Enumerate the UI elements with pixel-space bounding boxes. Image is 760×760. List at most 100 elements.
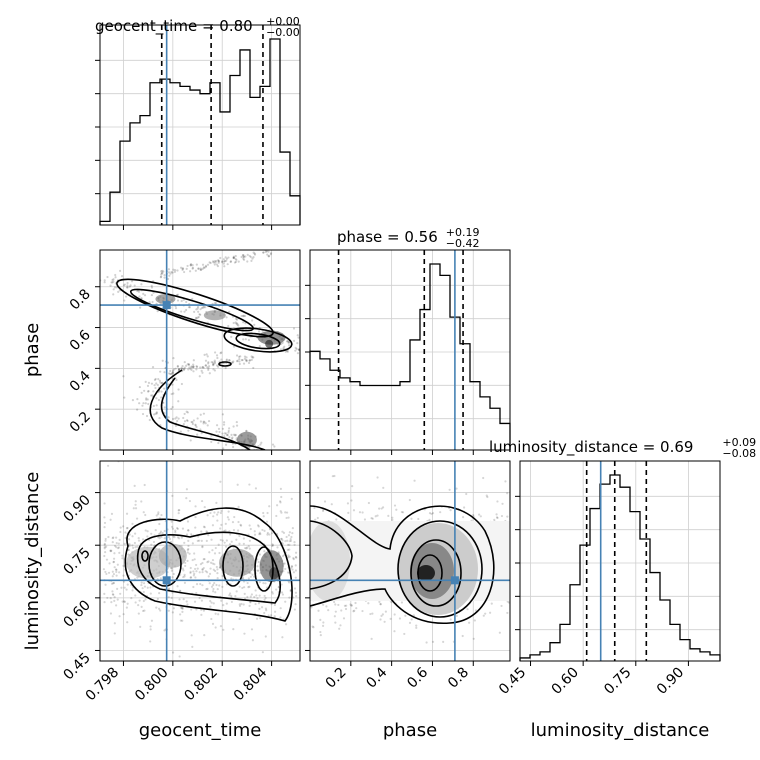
- scatter-point: [345, 604, 348, 607]
- scatter-point: [194, 316, 198, 319]
- scatter-point: [214, 569, 217, 573]
- scatter-point: [270, 603, 273, 606]
- scatter-point: [103, 601, 106, 604]
- scatter-point: [144, 402, 147, 405]
- scatter-point: [235, 354, 239, 357]
- scatter-point: [290, 535, 293, 539]
- scatter-point: [346, 502, 350, 505]
- scatter-point: [207, 361, 210, 364]
- scatter-point: [125, 588, 128, 591]
- scatter-point: [264, 582, 267, 585]
- scatter-point: [215, 354, 219, 357]
- scatter-point: [262, 515, 265, 518]
- scatter-point: [180, 382, 184, 386]
- scatter-point: [258, 533, 261, 536]
- scatter-point: [222, 423, 226, 426]
- scatter-point: [280, 342, 283, 345]
- scatter-point: [161, 381, 164, 384]
- contour-level: [141, 550, 149, 562]
- scatter-point: [171, 371, 175, 374]
- scatter-point: [258, 553, 262, 556]
- x-tick-label-phase: 0.2: [323, 665, 350, 692]
- scatter-point: [167, 268, 171, 271]
- scatter-point: [208, 261, 211, 264]
- scatter-point: [190, 366, 193, 369]
- scatter-point: [115, 546, 118, 549]
- scatter-point: [152, 540, 156, 544]
- scatter-point: [232, 546, 235, 549]
- scatter-point: [325, 605, 328, 608]
- title-sub: −0.08: [722, 447, 756, 460]
- scatter-point: [217, 427, 221, 430]
- scatter-point: [191, 267, 194, 270]
- scatter-point: [129, 284, 132, 287]
- scatter-point: [176, 299, 180, 302]
- scatter-point: [245, 429, 248, 432]
- scatter-point: [139, 306, 142, 309]
- scatter-point: [187, 363, 191, 366]
- scatter-point: [297, 348, 300, 351]
- scatter-point: [379, 603, 382, 606]
- scatter-point: [170, 392, 173, 396]
- scatter-point: [172, 372, 175, 375]
- scatter-point: [455, 614, 458, 618]
- scatter-point: [221, 574, 224, 578]
- scatter-point: [205, 539, 208, 542]
- scatter-point: [495, 516, 499, 519]
- scatter-point: [180, 607, 184, 610]
- scatter-point: [198, 539, 201, 542]
- scatter-point: [264, 250, 267, 253]
- scatter-point: [241, 254, 245, 257]
- scatter-point: [188, 306, 191, 309]
- scatter-point: [191, 422, 194, 426]
- scatter-point: [255, 594, 258, 597]
- scatter-point: [191, 266, 195, 269]
- scatter-point: [195, 583, 199, 586]
- scatter-point: [177, 388, 180, 391]
- scatter-point: [234, 260, 238, 263]
- scatter-point: [140, 583, 143, 587]
- scatter-point: [191, 542, 194, 545]
- x-tick-label-luminosity_distance: 0.75: [601, 665, 634, 698]
- scatter-point: [191, 297, 194, 301]
- scatter-point: [319, 630, 322, 634]
- scatter-point: [160, 270, 163, 273]
- scatter-point: [113, 632, 116, 635]
- scatter-point: [292, 556, 295, 560]
- scatter-point: [104, 583, 107, 586]
- scatter-point: [122, 284, 126, 287]
- scatter-point: [216, 588, 219, 591]
- scatter-point: [114, 276, 117, 279]
- scatter-point: [118, 551, 121, 554]
- scatter-point: [111, 536, 114, 540]
- scatter-point: [125, 286, 129, 289]
- scatter-point: [115, 541, 118, 545]
- scatter-point: [177, 400, 180, 403]
- scatter-luminosity_distance-vs-phase: [310, 474, 510, 644]
- scatter-point: [201, 561, 204, 565]
- scatter-point: [133, 284, 136, 287]
- scatter-point: [229, 592, 232, 595]
- scatter-point: [235, 424, 239, 427]
- scatter-point: [227, 510, 230, 513]
- scatter-point: [211, 562, 214, 565]
- scatter-point: [339, 624, 342, 627]
- scatter-point: [134, 507, 138, 510]
- scatter-point: [186, 264, 189, 268]
- scatter-point: [150, 382, 154, 385]
- scatter-point: [279, 510, 282, 513]
- scatter-point: [209, 605, 212, 608]
- scatter-point: [212, 583, 215, 587]
- scatter-point: [189, 367, 192, 370]
- scatter-point: [350, 499, 353, 502]
- scatter-point: [187, 539, 190, 542]
- scatter-point: [251, 356, 254, 359]
- scatter-point: [259, 617, 262, 620]
- scatter-point: [264, 607, 268, 610]
- scatter-point: [200, 613, 203, 616]
- scatter-point: [243, 592, 246, 595]
- scatter-point: [150, 543, 153, 546]
- scatter-point: [171, 369, 175, 372]
- scatter-point: [442, 640, 445, 643]
- scatter-point: [213, 359, 216, 362]
